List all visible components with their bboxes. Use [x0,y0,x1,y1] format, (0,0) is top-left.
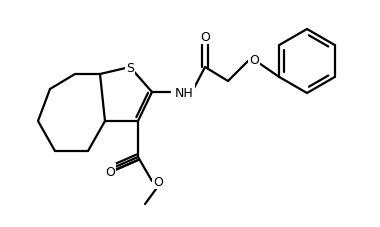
Text: S: S [126,61,134,74]
Text: O: O [153,175,163,188]
Text: O: O [249,53,259,66]
Text: NH: NH [175,86,193,99]
Text: O: O [105,165,115,178]
Text: O: O [200,30,210,43]
